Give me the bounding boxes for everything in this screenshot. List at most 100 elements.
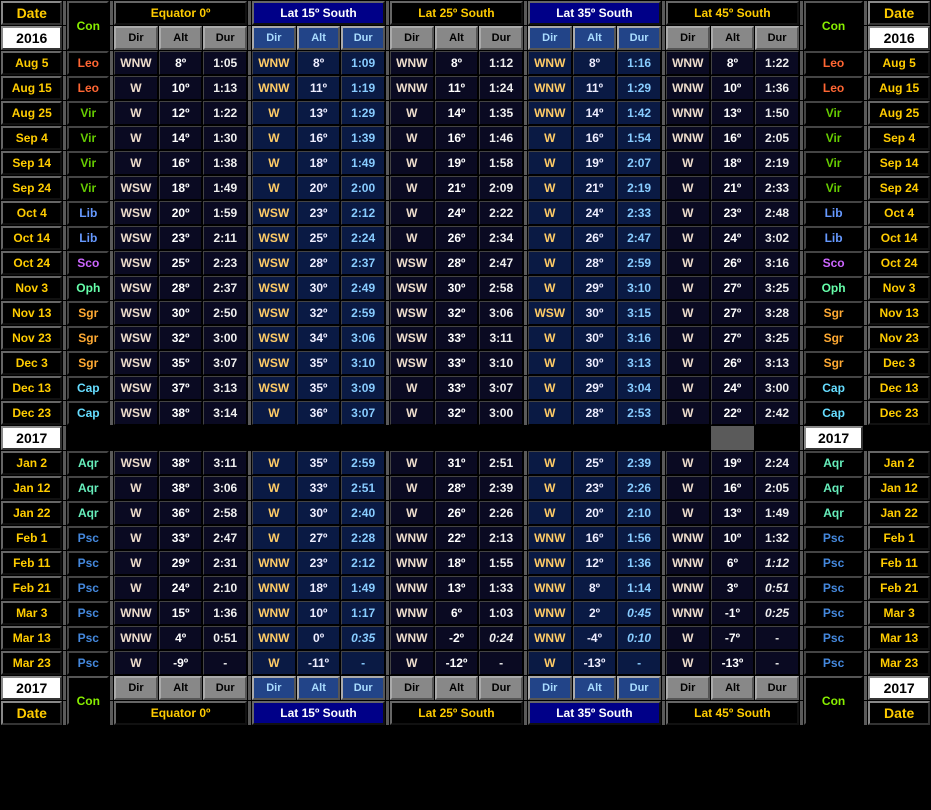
dir-cell: W [528, 326, 572, 350]
dur-cell: 1:09 [341, 51, 385, 75]
spacer [864, 676, 867, 700]
alt-cell: 26º [435, 226, 479, 250]
dir-cell: W [252, 501, 296, 525]
alt-cell: 6º [435, 601, 479, 625]
spacer [524, 401, 527, 425]
dur-cell: 0:24 [479, 626, 523, 650]
spacer [864, 301, 867, 325]
alt-cell: 24º [159, 576, 203, 600]
sub-header: Dir [252, 676, 296, 700]
spacer [248, 126, 251, 150]
spacer [800, 126, 803, 150]
alt-cell: 27º [297, 526, 341, 550]
alt-cell: -1º [711, 601, 755, 625]
dur-cell: 0:51 [203, 626, 247, 650]
spacer [800, 376, 803, 400]
dir-cell: W [666, 276, 710, 300]
dur-cell: 2:39 [479, 476, 523, 500]
spacer [662, 551, 665, 575]
spacer [63, 201, 66, 225]
con-cell: Lib [804, 226, 864, 250]
dur-cell: 1:24 [479, 76, 523, 100]
alt-cell: 8º [573, 576, 617, 600]
dur-cell: 2:49 [341, 276, 385, 300]
spacer [800, 626, 803, 650]
dir-cell: WNW [666, 51, 710, 75]
spacer [524, 51, 527, 75]
con-cell: Aqr [804, 501, 864, 525]
dur-cell: 2:31 [203, 551, 247, 575]
dir-cell: W [666, 501, 710, 525]
dir-cell: W [666, 251, 710, 275]
alt-cell: 27º [711, 326, 755, 350]
dir-cell: WSW [390, 351, 434, 375]
dur-cell: 3:16 [617, 326, 661, 350]
sub-header: Dur [479, 676, 523, 700]
spacer [386, 251, 389, 275]
date-cell: Jan 22 [1, 501, 62, 525]
dir-cell: WSW [114, 226, 158, 250]
dir-cell: WSW [252, 226, 296, 250]
dir-cell: WSW [114, 251, 158, 275]
spacer [800, 426, 803, 450]
spacer [386, 176, 389, 200]
spacer [864, 476, 867, 500]
alt-cell: 30º [573, 326, 617, 350]
con-cell: Cap [67, 376, 109, 400]
spacer [63, 526, 66, 550]
con-header: Con [804, 676, 864, 725]
date-header: Date [1, 1, 62, 25]
spacer [248, 601, 251, 625]
dur-cell: 1:49 [755, 501, 799, 525]
year-header: 2017 [1, 676, 62, 700]
date-cell: Dec 23 [868, 401, 930, 425]
alt-cell: 30º [297, 501, 341, 525]
dur-cell: 1:22 [203, 101, 247, 125]
spacer [386, 501, 389, 525]
con-cell: Vir [804, 101, 864, 125]
spacer [248, 401, 251, 425]
spacer [248, 651, 251, 675]
spacer [800, 26, 803, 50]
spacer [386, 326, 389, 350]
dir-cell: WNW [666, 101, 710, 125]
spacer [386, 276, 389, 300]
dur-cell: 2:47 [479, 251, 523, 275]
spacer [63, 301, 66, 325]
date-cell: Mar 13 [1, 626, 62, 650]
spacer [63, 76, 66, 100]
dir-cell: WNW [390, 576, 434, 600]
con-cell: Psc [804, 526, 864, 550]
spacer [662, 226, 665, 250]
dur-cell: 2:47 [617, 226, 661, 250]
alt-cell: 11º [573, 76, 617, 100]
dur-cell: 3:07 [341, 401, 385, 425]
dur-cell: 3:10 [617, 276, 661, 300]
spacer [524, 101, 527, 125]
alt-cell: 28º [297, 251, 341, 275]
dur-cell: 1:22 [755, 51, 799, 75]
dir-cell: WNW [390, 51, 434, 75]
spacer [864, 251, 867, 275]
dir-cell: W [390, 401, 434, 425]
alt-cell: 35º [297, 451, 341, 475]
alt-cell: 26º [573, 226, 617, 250]
spacer [864, 176, 867, 200]
alt-cell: 18º [159, 176, 203, 200]
dir-cell: W [114, 151, 158, 175]
spacer [110, 551, 113, 575]
con-cell: Sgr [67, 326, 109, 350]
dur-cell: 2:33 [617, 201, 661, 225]
date-cell: Dec 13 [868, 376, 930, 400]
spacer [386, 151, 389, 175]
spacer [110, 601, 113, 625]
dur-cell: 2:09 [479, 176, 523, 200]
dur-cell: 1:05 [203, 51, 247, 75]
dur-cell: 3:13 [203, 376, 247, 400]
alt-cell: 13º [711, 101, 755, 125]
dur-cell: 3:13 [755, 351, 799, 375]
con-cell: Sgr [67, 301, 109, 325]
alt-cell: 19º [435, 151, 479, 175]
sub-header: Dir [114, 26, 158, 50]
dur-cell: 1:54 [617, 126, 661, 150]
